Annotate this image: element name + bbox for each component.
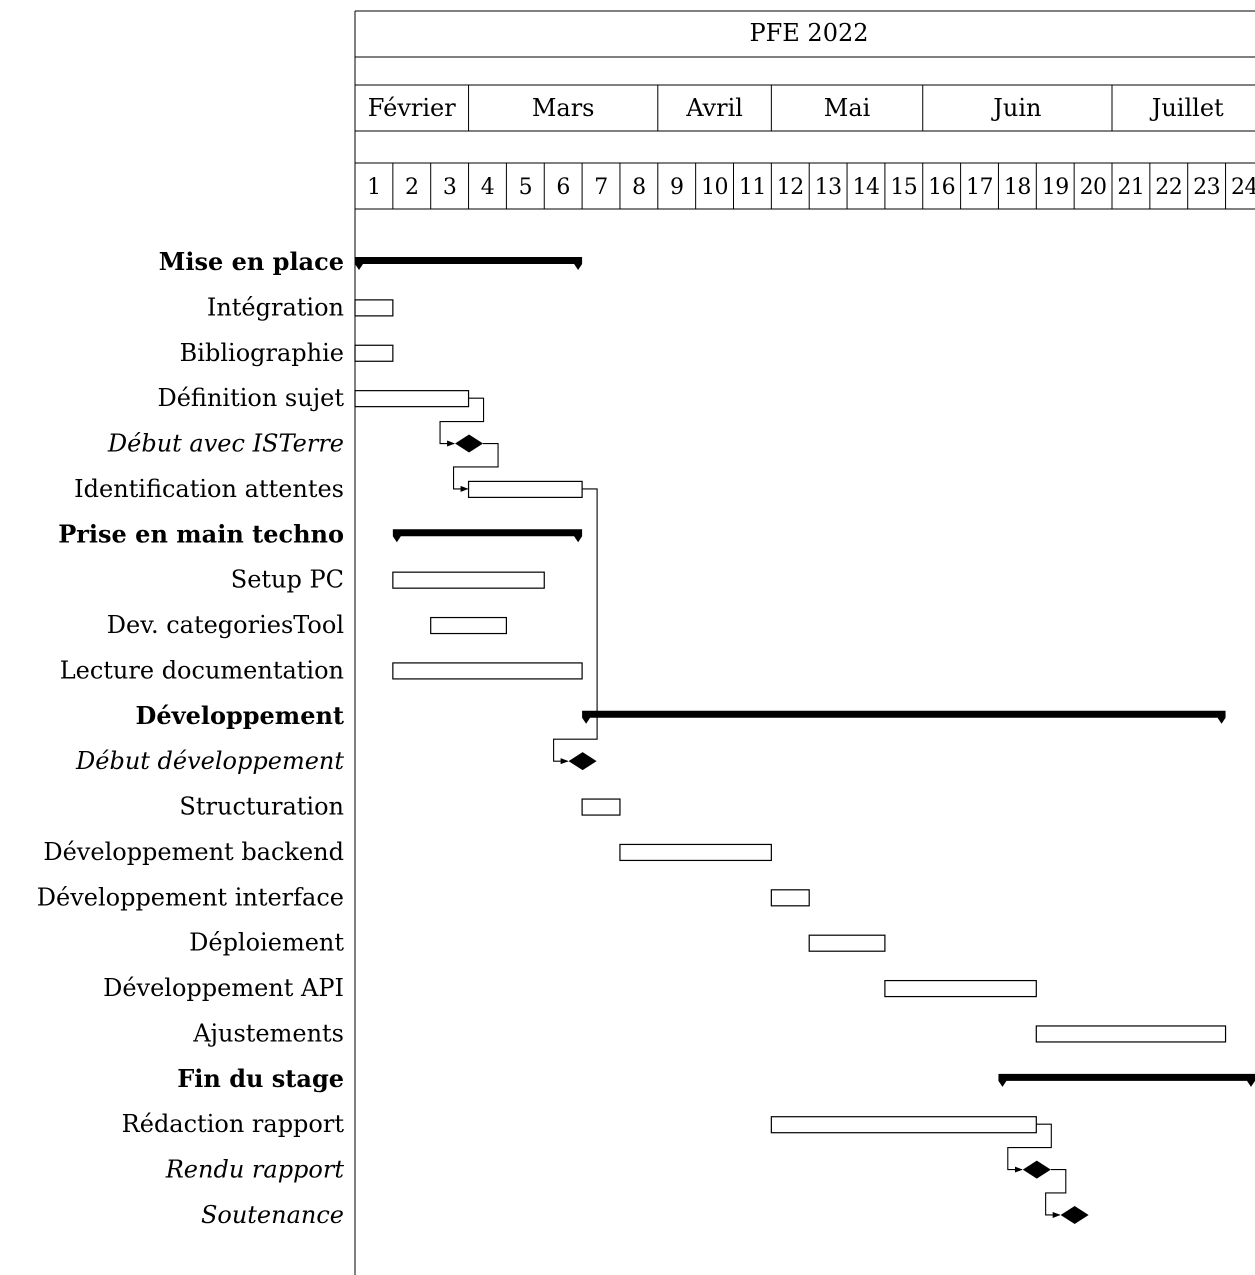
month-label: Février (368, 94, 456, 122)
task-labels: Mise en place Intégration Bibliographie Déf… (37, 247, 345, 1229)
unit-label: 6 (556, 175, 570, 200)
task-bar (467, 480, 583, 498)
task-bar (354, 390, 470, 408)
milestone-diamond (455, 434, 484, 453)
unit-label: 1 (367, 175, 381, 200)
task-label: Début avec ISTerre (107, 430, 344, 458)
task-bar (354, 299, 394, 317)
task-label: Lecture documentation (60, 656, 344, 684)
task-label: Mise en place (159, 247, 344, 276)
task-label: Développement (136, 701, 344, 730)
unit-label: 20 (1080, 175, 1107, 200)
task-bar (884, 979, 1037, 998)
dependency-arrow (1007, 1123, 1052, 1173)
task-label: Setup PC (231, 566, 344, 594)
task-bar (354, 344, 394, 362)
task-label: Prise en main techno (58, 519, 344, 548)
unit-label: 3 (443, 175, 457, 200)
month-label: Juin (990, 94, 1041, 122)
task-bar (619, 843, 772, 862)
unit-label: 8 (632, 175, 646, 200)
group-bar (355, 257, 583, 270)
task-label: Dev. categoriesTool (107, 611, 344, 639)
task-bars (354, 257, 1255, 1224)
dependency-arrow (453, 442, 499, 492)
task-label: Fin du stage (177, 1064, 344, 1093)
task-label: Début développement (75, 747, 344, 775)
milestone-diamond (1022, 1160, 1051, 1179)
unit-label: 16 (928, 175, 955, 200)
unit-label: 19 (1042, 175, 1069, 200)
unit-label: 21 (1117, 175, 1144, 200)
group-bar (392, 529, 583, 543)
dependency-arrow (553, 488, 598, 765)
task-bar (1035, 1025, 1227, 1043)
chart-title: PFE 2022 (749, 19, 868, 47)
dependency-arrow (1045, 1169, 1067, 1218)
unit-label: 22 (1155, 175, 1182, 200)
dependency-arrow (439, 397, 485, 447)
dependency-links (439, 397, 1067, 1218)
task-bar (581, 798, 621, 816)
task-label: Développement API (103, 974, 344, 1002)
task-label: Développement interface (37, 883, 344, 911)
unit-label: 24 (1231, 175, 1255, 200)
month-label: Avril (685, 94, 743, 122)
task-label: Rendu rapport (165, 1156, 345, 1184)
month-label: Mars (532, 94, 595, 122)
task-label: Rédaction rapport (122, 1110, 345, 1138)
header-grid (354, 10, 1255, 1275)
task-label: Développement backend (43, 838, 344, 866)
unit-label: 5 (519, 175, 533, 200)
unit-label: 18 (1004, 175, 1031, 200)
milestone-diamond (568, 752, 597, 771)
task-bar (770, 889, 810, 907)
unit-label: 17 (966, 175, 993, 200)
unit-label: 10 (701, 175, 728, 200)
task-label: Déploiement (189, 929, 344, 957)
task-label: Intégration (207, 293, 344, 321)
month-label: Mai (824, 94, 871, 122)
unit-label: 7 (594, 175, 608, 200)
group-bar (582, 710, 1226, 724)
task-label: Structuration (179, 793, 344, 821)
task-label: Définition sujet (157, 384, 344, 412)
milestone-diamond (1060, 1205, 1089, 1224)
unit-label: 2 (405, 175, 419, 200)
task-label: Soutenance (201, 1201, 344, 1229)
task-bar (808, 934, 886, 952)
group-bar (998, 1073, 1255, 1087)
task-label: Bibliographie (180, 339, 344, 367)
unit-label: 14 (852, 175, 879, 200)
unit-label: 11 (739, 175, 766, 200)
month-header: Février Mars Avril Mai Juin Juillet (368, 85, 1224, 131)
unit-label: 12 (777, 175, 804, 200)
unit-label: 15 (890, 175, 917, 200)
title-header: PFE 2022 (749, 19, 868, 47)
month-label: Juillet (1149, 94, 1224, 122)
task-label: Identification attentes (74, 475, 344, 503)
task-bar (430, 616, 508, 635)
task-bar (392, 571, 545, 589)
task-label: Ajustements (192, 1019, 344, 1047)
unit-label: 23 (1193, 175, 1220, 200)
unit-label: 13 (815, 175, 842, 200)
unit-header: 1 2 3 4 5 6 7 8 9 10 11 12 13 14 15 16 17 18 19 20 21 22 23 24 (367, 163, 1255, 209)
unit-label: 4 (481, 175, 495, 200)
unit-label: 9 (670, 175, 684, 200)
task-bar (770, 1116, 1037, 1134)
task-bar (392, 662, 583, 680)
